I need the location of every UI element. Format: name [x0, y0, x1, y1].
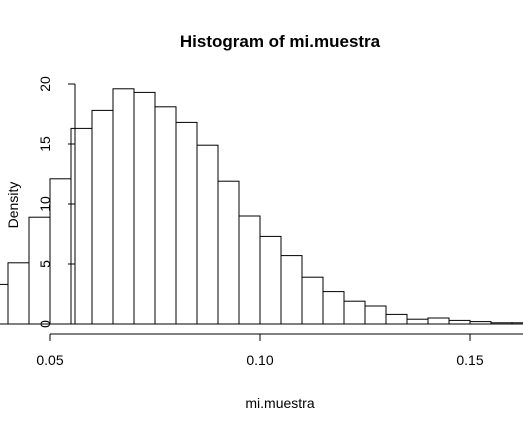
histogram-bar: [238, 215, 261, 325]
histogram-bar: [364, 305, 387, 325]
histogram-bar: [28, 216, 51, 325]
x-axis: 0.050.100.150.20: [36, 333, 523, 368]
histogram-bar: [133, 91, 156, 325]
histogram-bar: [406, 318, 429, 325]
histogram-bar: [490, 322, 513, 325]
histogram-bar: [259, 235, 282, 325]
histogram-bar: [217, 180, 240, 325]
histogram-bar: [343, 300, 366, 325]
histogram-bar: [301, 276, 324, 325]
histogram-bar: [49, 178, 72, 325]
y-tick-label: 5: [37, 260, 53, 268]
histogram-bar: [154, 106, 177, 325]
x-tick-label: 0.15: [456, 352, 483, 368]
y-tick-label: 15: [37, 136, 53, 152]
histogram-bar: [385, 313, 408, 325]
x-tick-label: 0.10: [246, 352, 273, 368]
histogram-bar: [448, 319, 471, 325]
y-tick-label: 0: [37, 320, 53, 328]
histogram-bar: [280, 255, 303, 325]
histogram-bar: [175, 121, 198, 325]
histogram-bar: [91, 109, 114, 325]
x-axis-label: mi.muestra: [245, 395, 314, 411]
histogram-bar: [427, 317, 450, 325]
histogram-bar: [322, 291, 345, 325]
histogram-bar: [70, 127, 93, 325]
histogram-bar: [7, 262, 30, 325]
histogram-bar: [112, 88, 135, 325]
histogram-bar: [0, 283, 9, 325]
bars-group: [0, 88, 523, 325]
histogram-bar: [469, 321, 492, 325]
y-tick-label: 20: [37, 76, 53, 92]
x-tick-label: 0.05: [36, 352, 63, 368]
histogram-bar: [511, 322, 523, 325]
y-axis: 0 5 10 15 20: [37, 76, 76, 328]
y-axis-label: Density: [5, 182, 21, 229]
y-tick-label: 10: [37, 196, 53, 212]
histogram-bar: [196, 144, 219, 325]
chart-title: Histogram of mi.muestra: [180, 32, 381, 51]
